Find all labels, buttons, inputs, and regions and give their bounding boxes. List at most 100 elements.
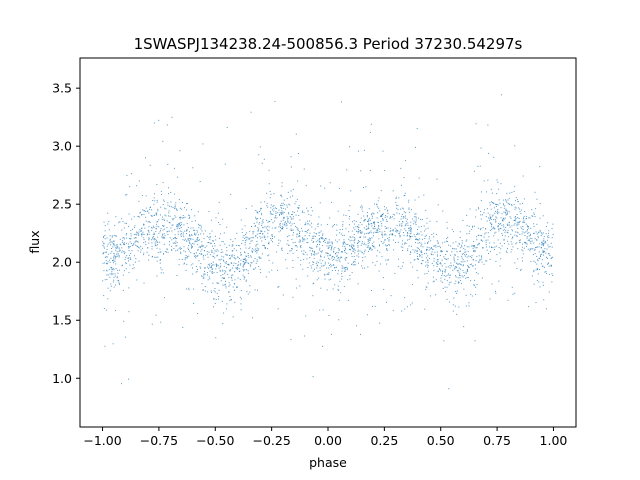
data-point bbox=[209, 242, 211, 244]
data-point bbox=[206, 272, 208, 273]
data-point bbox=[417, 255, 419, 257]
data-point bbox=[157, 208, 159, 210]
data-point bbox=[229, 284, 231, 286]
data-point bbox=[115, 268, 117, 269]
data-point bbox=[507, 299, 509, 301]
data-point bbox=[368, 208, 370, 210]
data-point bbox=[223, 312, 225, 314]
data-point bbox=[320, 237, 322, 239]
data-point bbox=[231, 245, 233, 247]
data-point bbox=[390, 217, 392, 219]
data-point bbox=[425, 249, 427, 251]
data-point bbox=[536, 268, 538, 270]
data-point bbox=[199, 247, 201, 249]
data-point bbox=[143, 239, 145, 241]
data-point bbox=[261, 220, 263, 222]
data-point bbox=[327, 255, 329, 257]
data-point bbox=[382, 219, 384, 221]
data-point bbox=[236, 267, 238, 269]
data-point bbox=[240, 263, 242, 265]
data-point bbox=[446, 251, 448, 253]
data-point bbox=[176, 275, 178, 277]
data-point bbox=[158, 226, 160, 228]
data-point bbox=[278, 242, 280, 244]
data-point bbox=[216, 292, 218, 294]
data-point bbox=[180, 248, 182, 250]
data-point bbox=[226, 127, 228, 129]
data-point bbox=[121, 383, 123, 385]
data-point bbox=[255, 248, 257, 250]
data-point bbox=[495, 221, 497, 223]
data-point bbox=[452, 269, 454, 271]
data-point bbox=[436, 251, 438, 253]
data-point bbox=[526, 236, 528, 238]
data-point bbox=[535, 269, 537, 271]
data-point bbox=[253, 223, 255, 225]
data-point bbox=[376, 203, 378, 205]
data-point bbox=[324, 261, 326, 263]
data-point bbox=[163, 253, 164, 255]
data-point bbox=[190, 252, 192, 254]
data-point bbox=[179, 228, 181, 230]
data-point bbox=[287, 218, 289, 220]
data-point bbox=[264, 245, 266, 247]
data-point bbox=[517, 221, 519, 223]
data-point bbox=[410, 229, 412, 231]
data-point bbox=[521, 260, 523, 262]
data-point bbox=[183, 250, 185, 252]
data-point bbox=[489, 214, 491, 216]
data-point bbox=[396, 207, 398, 209]
data-point bbox=[338, 249, 340, 251]
data-point bbox=[517, 248, 519, 250]
data-point bbox=[174, 234, 176, 236]
data-point bbox=[302, 237, 304, 239]
data-point bbox=[110, 257, 112, 259]
data-point bbox=[274, 217, 276, 219]
data-point bbox=[326, 252, 328, 254]
data-point bbox=[178, 248, 180, 250]
data-point bbox=[358, 256, 360, 258]
data-point bbox=[141, 195, 143, 197]
data-point bbox=[129, 258, 131, 260]
data-point bbox=[328, 245, 330, 247]
data-point bbox=[283, 224, 285, 226]
data-point bbox=[386, 248, 388, 250]
data-point bbox=[261, 162, 263, 164]
data-point bbox=[103, 243, 105, 245]
data-point bbox=[188, 249, 189, 251]
data-point bbox=[359, 222, 361, 224]
data-point bbox=[514, 231, 516, 233]
data-point bbox=[270, 204, 272, 206]
data-point bbox=[311, 226, 313, 228]
data-point bbox=[379, 231, 381, 233]
data-point bbox=[273, 236, 275, 238]
data-point bbox=[173, 167, 175, 169]
data-point bbox=[245, 236, 247, 238]
data-point bbox=[176, 209, 178, 211]
data-point bbox=[436, 255, 438, 257]
data-point bbox=[175, 238, 177, 240]
data-point bbox=[501, 224, 503, 226]
data-point bbox=[509, 226, 511, 228]
data-point bbox=[259, 146, 261, 148]
data-point bbox=[496, 193, 498, 195]
data-point bbox=[414, 199, 416, 201]
data-point bbox=[469, 256, 471, 258]
data-point bbox=[483, 209, 485, 211]
data-point bbox=[249, 237, 251, 239]
data-point bbox=[322, 234, 324, 236]
data-point bbox=[345, 248, 347, 250]
data-point bbox=[462, 261, 464, 263]
data-point bbox=[320, 254, 322, 256]
data-point bbox=[368, 220, 370, 222]
data-point bbox=[446, 298, 448, 300]
data-point bbox=[414, 222, 416, 224]
data-point bbox=[550, 264, 552, 266]
data-point bbox=[408, 230, 410, 232]
x-tick-label: 0.75 bbox=[483, 433, 511, 448]
data-point bbox=[107, 287, 109, 289]
data-point bbox=[189, 217, 191, 219]
data-point bbox=[262, 227, 264, 229]
data-point bbox=[227, 263, 229, 265]
data-point bbox=[153, 193, 155, 195]
